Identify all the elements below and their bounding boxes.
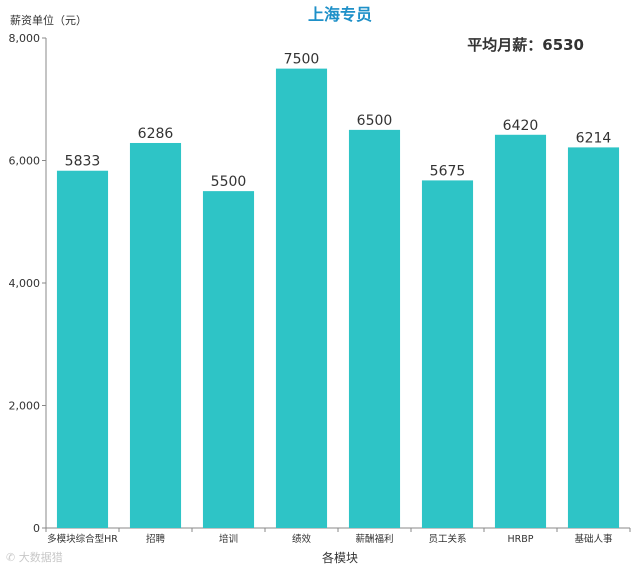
y-tick-label: 4,000: [9, 277, 41, 290]
x-tick-label: 招聘: [146, 533, 166, 545]
x-axis-label: 各模块: [322, 550, 358, 565]
bar: [494, 134, 547, 528]
x-tick-label: 绩效: [292, 533, 312, 545]
bar-value-label: 6214: [576, 130, 612, 146]
bar-value-label: 5675: [430, 163, 466, 179]
y-tick-label: 0: [33, 522, 40, 535]
y-tick-label: 6,000: [9, 155, 41, 168]
bar: [129, 142, 182, 529]
data-labels: 5833 6286 5500 7500 6500 5675 6420 6214: [65, 52, 612, 191]
x-tick-label: 培训: [219, 533, 238, 545]
y-axis-ticks: 0 2,000 4,000 6,000 8,000: [9, 32, 46, 535]
x-tick-label: 员工关系: [428, 533, 466, 545]
average-salary-annotation: 平均月薪：6530: [467, 36, 584, 54]
y-tick-label: 8,000: [9, 32, 41, 45]
y-tick-label: 2,000: [9, 400, 41, 413]
x-tick-label: 基础人事: [574, 533, 613, 545]
bar-value-label: 5833: [65, 154, 101, 170]
bar: [567, 147, 620, 528]
bar-value-label: 6286: [138, 126, 174, 142]
bar-value-label: 6500: [357, 113, 393, 129]
bar-value-label: 6420: [503, 118, 539, 134]
watermark-text: 大数据猎: [18, 551, 63, 564]
x-tick-label: 薪酬福利: [355, 533, 393, 545]
bar-series: [56, 68, 620, 529]
bar: [348, 129, 401, 528]
bar: [56, 170, 109, 528]
bar-value-label: 5500: [211, 174, 247, 190]
bar-value-label: 7500: [284, 52, 320, 68]
bar: [202, 191, 255, 528]
chart-title: 上海专员: [308, 5, 372, 24]
watermark-icon: ✆: [6, 551, 19, 564]
unit-label: 薪资单位（元）: [10, 13, 87, 27]
x-tick-label: HRBP: [508, 534, 534, 545]
x-tick-label: 多模块综合型HR: [47, 533, 118, 545]
x-axis-ticks: 多模块综合型HR 招聘 培训 绩效 薪酬福利 员工关系 HRBP 基础人事: [45, 528, 631, 545]
bar: [421, 180, 474, 528]
watermark: ✆ 大数据猎: [6, 549, 63, 565]
bar: [275, 68, 328, 528]
